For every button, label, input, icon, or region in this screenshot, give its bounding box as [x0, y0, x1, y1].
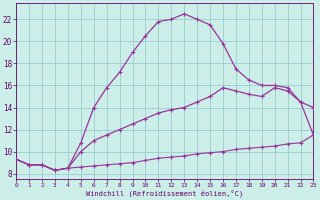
X-axis label: Windchill (Refroidissement éolien,°C): Windchill (Refroidissement éolien,°C)	[86, 190, 244, 197]
